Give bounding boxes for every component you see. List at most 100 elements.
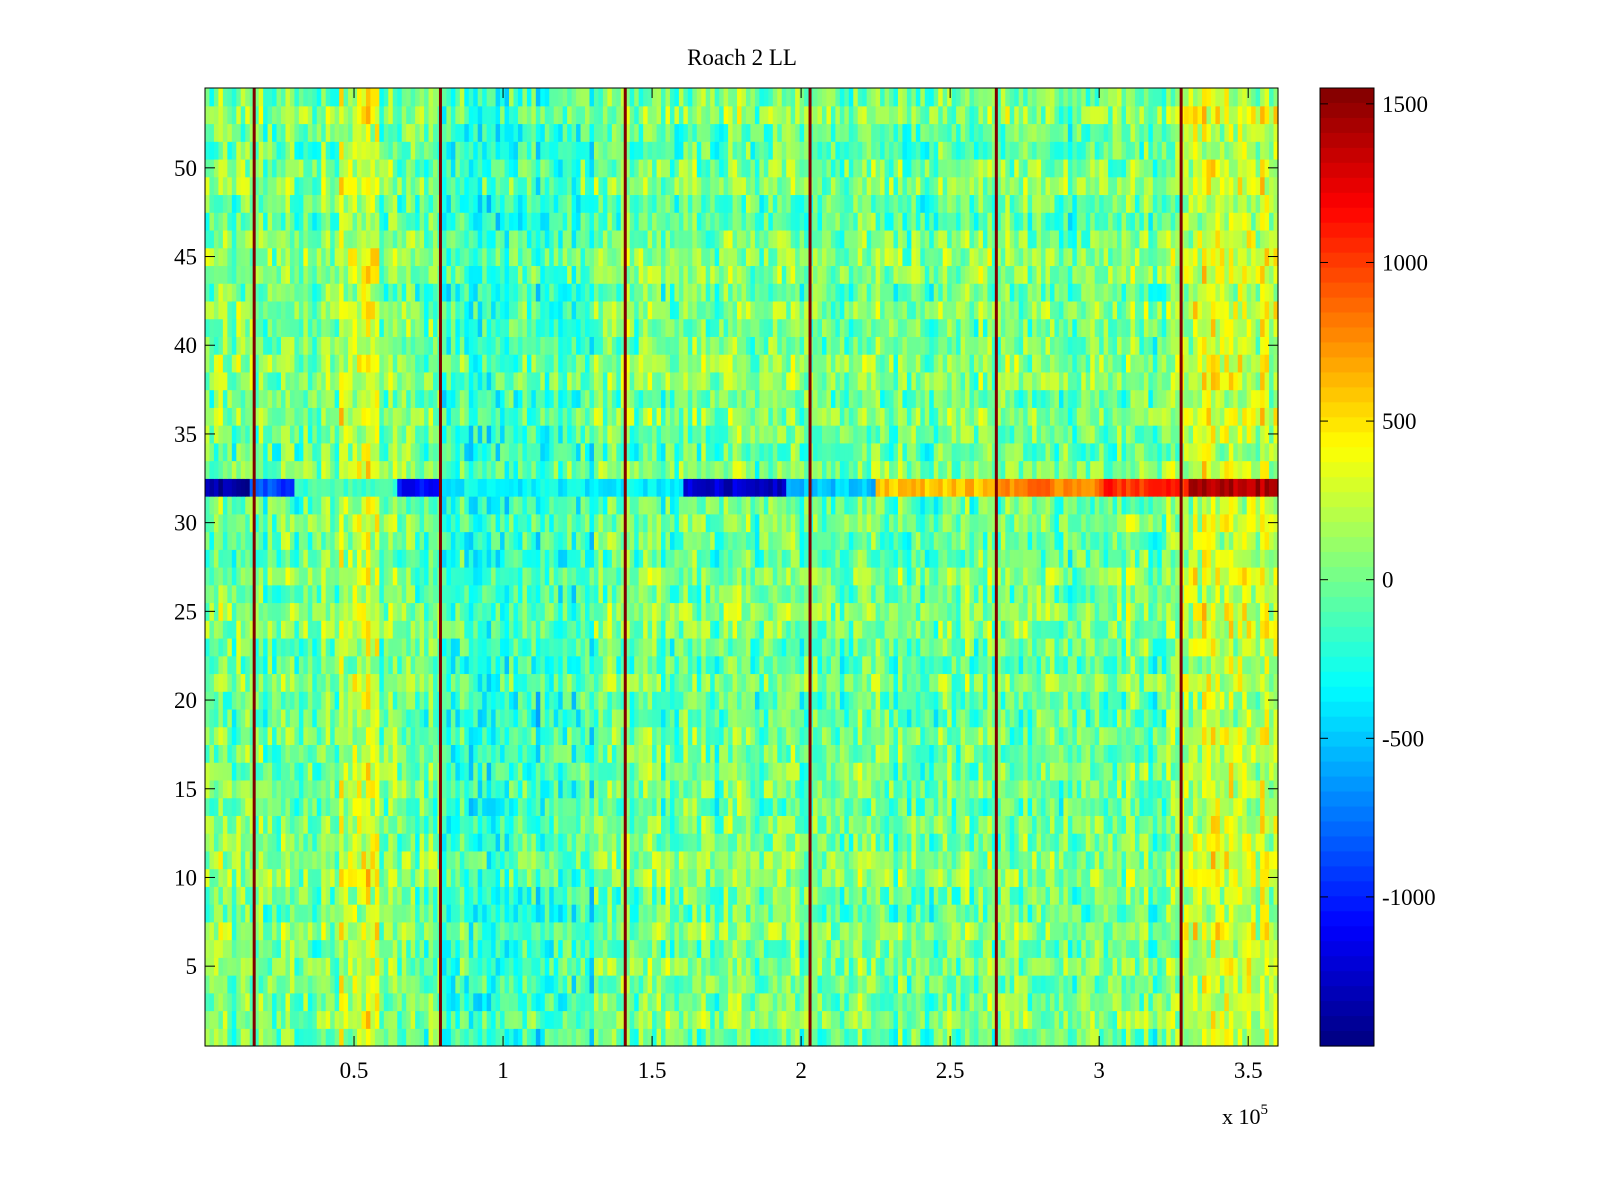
heatmap-cell [343, 939, 349, 958]
heatmap-cell [1269, 886, 1275, 905]
heatmap-cell [352, 850, 358, 870]
heatmap-cell [830, 708, 836, 728]
heatmap-cell [987, 1028, 993, 1047]
heatmap-cell [1202, 762, 1208, 781]
heatmap-cell [522, 992, 528, 1012]
heatmap-cell [1072, 957, 1078, 976]
heatmap-cell [330, 992, 336, 1012]
heatmap-cell [772, 886, 778, 905]
heatmap-cell [1148, 992, 1154, 1012]
heatmap-cell [249, 691, 255, 710]
heatmap-cell [1202, 992, 1208, 1012]
heatmap-cell [804, 762, 810, 781]
heatmap-cell [1005, 691, 1011, 710]
heatmap-cell [987, 850, 993, 870]
heatmap-cell [799, 904, 805, 923]
heatmap-cell [933, 992, 939, 1012]
heatmap-cell [598, 673, 604, 692]
heatmap-cell [441, 797, 448, 816]
heatmap-cell [477, 939, 483, 958]
heatmap-cell [343, 904, 349, 923]
heatmap-cell [1188, 726, 1194, 746]
heatmap-cell [1228, 975, 1234, 994]
heatmap-cell [388, 868, 394, 887]
heatmap-cell [307, 673, 313, 692]
heatmap-cell [875, 939, 881, 958]
heatmap-cell [1130, 868, 1136, 887]
heatmap-cell [459, 975, 465, 994]
heatmap-cell [446, 726, 452, 746]
heatmap-cell [1076, 744, 1082, 763]
heatmap-cell [392, 868, 398, 887]
heatmap-cell [728, 939, 734, 958]
heatmap-cell [455, 762, 461, 781]
heatmap-cell [1117, 779, 1123, 799]
heatmap-cell [929, 975, 935, 994]
heatmap-cell [607, 868, 613, 887]
heatmap-cell [1005, 957, 1011, 976]
heatmap-cell [1264, 886, 1270, 905]
heatmap-cell [1202, 957, 1208, 976]
heatmap-cell [397, 939, 403, 958]
heatmap-cell [1072, 921, 1078, 941]
heatmap-cell [611, 868, 617, 887]
heatmap-cell [647, 708, 653, 728]
heatmap-cell [424, 992, 430, 1012]
heatmap-cell [343, 762, 349, 781]
heatmap-cell [1094, 921, 1100, 941]
heatmap-cell [245, 886, 251, 905]
heatmap-cell [625, 992, 631, 1012]
heatmap-cell [357, 957, 363, 976]
heatmap-cell [947, 708, 953, 728]
heatmap-cell [714, 975, 720, 994]
heatmap-cell [929, 886, 935, 905]
heatmap-cell [611, 850, 617, 870]
heatmap-cell [227, 904, 233, 923]
heatmap-cell [473, 833, 479, 852]
heatmap-cell [205, 904, 211, 923]
heatmap-cell [254, 797, 260, 816]
heatmap-cell [991, 1028, 997, 1047]
heatmap-cell [1148, 886, 1154, 905]
heatmap-cell [1215, 833, 1221, 852]
heatmap-cell [620, 957, 626, 976]
heatmap-cell [1264, 833, 1270, 852]
heatmap-cell [1139, 1010, 1145, 1029]
heatmap-cell [696, 673, 702, 692]
heatmap-cell [316, 886, 322, 905]
heatmap-cell [352, 975, 358, 994]
heatmap-cell [723, 850, 729, 870]
heatmap-cell [719, 992, 725, 1012]
heatmap-cell [1134, 868, 1140, 887]
heatmap-cell [956, 1028, 962, 1047]
heatmap-cell [1193, 691, 1199, 710]
heatmap-cell [424, 691, 430, 710]
heatmap-cell [267, 673, 273, 692]
heatmap-cell [482, 762, 488, 781]
heatmap-cell [915, 744, 921, 763]
heatmap-cell [1058, 886, 1064, 905]
heatmap-cell [1090, 850, 1096, 870]
heatmap-cell [678, 921, 684, 941]
heatmap-cell [526, 779, 532, 799]
heatmap-cell [1143, 886, 1149, 905]
heatmap-cell [1242, 868, 1248, 887]
heatmap-cell [1170, 708, 1176, 728]
heatmap-cell [732, 744, 738, 763]
heatmap-cell [531, 975, 537, 994]
heatmap-cell [374, 673, 380, 692]
heatmap-cell [1260, 744, 1266, 763]
heatmap-cell [643, 992, 649, 1012]
heatmap-cell [263, 1028, 269, 1047]
heatmap-cell [956, 1010, 962, 1029]
heatmap-cell [1005, 708, 1011, 728]
heatmap-cell [585, 992, 591, 1012]
heatmap-cell [629, 833, 635, 852]
heatmap-cell [1157, 691, 1163, 710]
heatmap-cell [1228, 833, 1234, 852]
heatmap-cell [294, 992, 300, 1012]
heatmap-cell [692, 673, 698, 692]
heatmap-cell [652, 726, 658, 746]
heatmap-cell [991, 868, 997, 887]
heatmap-cell [374, 850, 380, 870]
